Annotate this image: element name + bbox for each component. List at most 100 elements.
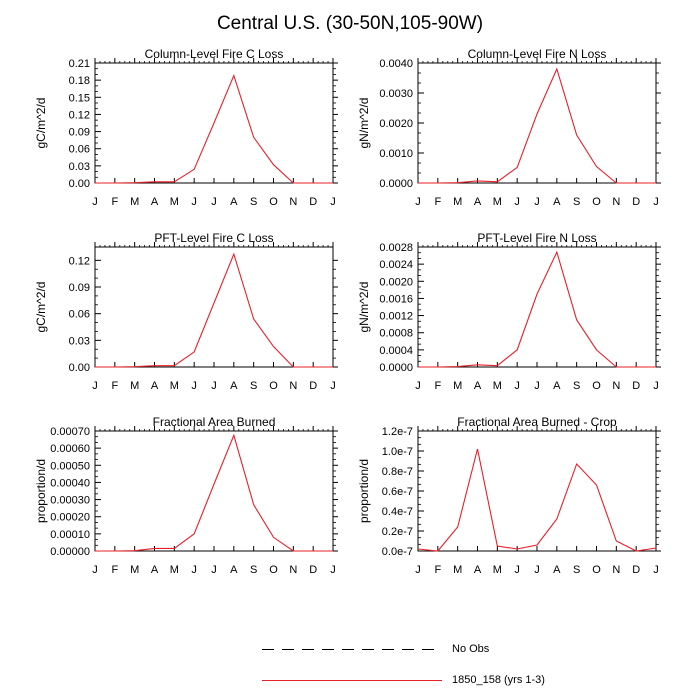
- chart-4-title: PFT-Level Fire N Loss: [477, 231, 596, 245]
- chart-2-ylabel: gN/m^2/d: [357, 98, 371, 149]
- chart-4-ylabel: gN/m^2/d: [357, 282, 371, 333]
- chart-2-xtick-label: A: [474, 196, 482, 208]
- chart-4-xtick-label: D: [632, 380, 640, 392]
- chart-3-ytick-label: 0.06: [69, 309, 90, 321]
- chart-4-xtick-label: S: [573, 380, 580, 392]
- chart-3-xtick-label: J: [211, 380, 217, 392]
- chart-4-ytick-label: 0.0028: [379, 242, 413, 254]
- chart-2-xtick-label: J: [415, 196, 421, 208]
- chart-5-ylabel: proportion/d: [34, 459, 48, 523]
- chart-2-title: Column-Level Fire N Loss: [468, 47, 607, 61]
- chart-1-xtick-label: N: [289, 196, 297, 208]
- chart-4-ytick-label: 0.0000: [379, 362, 413, 374]
- chart-5-xtick-label: S: [250, 564, 257, 576]
- chart-3-ytick-label: 0.09: [69, 282, 90, 294]
- chart-1-ylabel: gC/m^2/d: [34, 98, 48, 149]
- chart-3-ytick-label: 0.00: [69, 362, 90, 374]
- chart-2-series-line: [418, 67, 656, 184]
- chart-6-xtick-label: A: [474, 564, 482, 576]
- chart-2-xtick-label: M: [453, 196, 462, 208]
- chart-6-ytick-label: 1.0e-7: [382, 446, 413, 458]
- legend-swatch-model: [262, 679, 442, 681]
- chart-1-xtick-label: A: [151, 196, 159, 208]
- chart-3-xtick-label: A: [230, 380, 238, 392]
- chart-2-xtick-label: N: [612, 196, 620, 208]
- chart-5-xtick-label: J: [330, 564, 336, 576]
- chart-3-series-line: [95, 252, 333, 368]
- chart-3-xtick-label: M: [170, 380, 179, 392]
- chart-6-xtick-label: D: [632, 564, 640, 576]
- chart-3-xtick-label: J: [330, 380, 336, 392]
- chart-5-xtick-label: J: [92, 564, 98, 576]
- chart-2-xtick-label: F: [434, 196, 441, 208]
- chart-3-frame: [94, 246, 334, 368]
- chart-6-ytick-label: 0.0e-7: [382, 546, 413, 558]
- chart-5-xtick-label: N: [289, 564, 297, 576]
- chart-4-xtick-label: M: [493, 380, 502, 392]
- chart-1-ytick-label: 0.09: [69, 127, 90, 139]
- chart-6-xtick-label: N: [612, 564, 620, 576]
- chart-6-xtick-label: F: [434, 564, 441, 576]
- chart-4-ytick-label: 0.0004: [379, 345, 413, 357]
- chart-6-ylabel: proportion/d: [357, 459, 371, 523]
- chart-3-xtick-label: S: [250, 380, 257, 392]
- chart-1-xtick-label: J: [330, 196, 336, 208]
- chart-1-xtick-label: M: [170, 196, 179, 208]
- chart-2-ytick-label: 0.0000: [379, 178, 413, 190]
- chart-3-xtick-label: O: [269, 380, 278, 392]
- chart-5-xtick-label: J: [211, 564, 217, 576]
- chart-4-frame: [417, 246, 657, 368]
- chart-2-xtick-label: D: [632, 196, 640, 208]
- chart-1-xtick-label: J: [211, 196, 217, 208]
- chart-4-ytick-label: 0.0008: [379, 328, 413, 340]
- chart-4-xtick-label: O: [592, 380, 601, 392]
- chart-3-xtick-label: J: [92, 380, 98, 392]
- chart-5-xtick-label: A: [151, 564, 159, 576]
- chart-6-xtick-label: J: [415, 564, 421, 576]
- chart-1-ytick-label: 0.00: [69, 178, 90, 190]
- chart-1-ytick-label: 0.06: [69, 144, 90, 156]
- chart-6-ytick-label: 1.2e-7: [382, 426, 413, 438]
- chart-5-xtick-label: J: [191, 564, 197, 576]
- chart-5-xtick-label: M: [130, 564, 139, 576]
- chart-1-xtick-label: S: [250, 196, 257, 208]
- chart-3-xtick-label: N: [289, 380, 297, 392]
- legend-label-obs: No Obs: [452, 643, 490, 655]
- chart-6-xtick-label: O: [592, 564, 601, 576]
- chart-1-xtick-label: O: [269, 196, 278, 208]
- chart-2-ytick-label: 0.0010: [379, 148, 413, 160]
- chart-2-xtick-label: J: [534, 196, 540, 208]
- chart-4-ytick-label: 0.0012: [379, 311, 413, 323]
- chart-6-ytick-label: 0.4e-7: [382, 506, 413, 518]
- chart-4-xtick-label: A: [553, 380, 561, 392]
- chart-5-xtick-label: A: [230, 564, 238, 576]
- chart-6-title: Fractional Area Burned - Crop: [457, 415, 617, 429]
- chart-5-ytick-label: 0.00000: [50, 546, 90, 558]
- chart-3-xtick-label: M: [130, 380, 139, 392]
- chart-3-title: PFT-Level Fire C Loss: [154, 231, 273, 245]
- chart-5-series-line: [95, 433, 333, 552]
- chart-1-xtick-label: J: [191, 196, 197, 208]
- chart-6-ytick-label: 0.6e-7: [382, 486, 413, 498]
- chart-1-ytick-label: 0.15: [69, 92, 90, 104]
- chart-5-ytick-label: 0.00010: [50, 529, 90, 541]
- chart-5-ytick-label: 0.00030: [50, 495, 90, 507]
- chart-5-xtick-label: M: [170, 564, 179, 576]
- chart-5-ytick-label: 0.00050: [50, 460, 90, 472]
- chart-1-xtick-label: J: [92, 196, 98, 208]
- chart-3-xtick-label: J: [191, 380, 197, 392]
- chart-6-xtick-label: J: [653, 564, 659, 576]
- chart-5-ytick-label: 0.00040: [50, 477, 90, 489]
- legend-label-model: 1850_158 (yrs 1-3): [452, 674, 545, 686]
- chart-3-xtick-label: F: [111, 380, 118, 392]
- chart-6-xtick-label: J: [534, 564, 540, 576]
- chart-3-ytick-label: 0.03: [69, 335, 90, 347]
- legend-item-obs: No Obs: [262, 642, 489, 656]
- legend-item-model: 1850_158 (yrs 1-3): [262, 673, 545, 687]
- figure-title: Central U.S. (30-50N,105-90W): [216, 13, 484, 34]
- chart-1-xtick-label: M: [130, 196, 139, 208]
- chart-3-xtick-label: D: [309, 380, 317, 392]
- chart-4-xtick-label: M: [453, 380, 462, 392]
- chart-4-xtick-label: J: [415, 380, 421, 392]
- chart-2-xtick-label: O: [592, 196, 601, 208]
